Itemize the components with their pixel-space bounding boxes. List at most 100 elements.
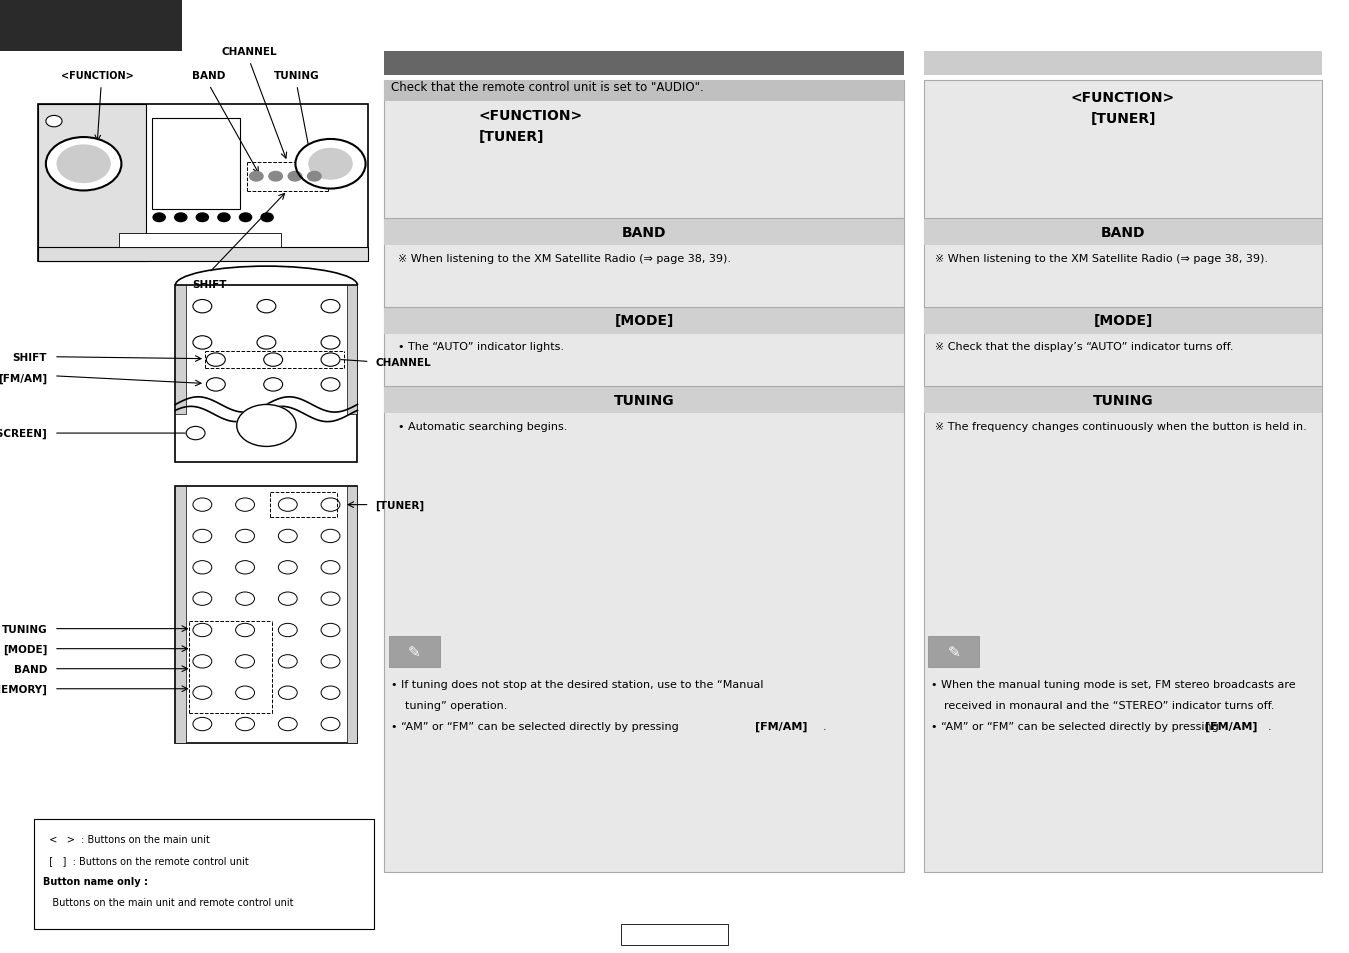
Circle shape <box>278 593 297 606</box>
Circle shape <box>193 530 212 543</box>
FancyBboxPatch shape <box>38 105 368 262</box>
Text: ✎: ✎ <box>407 644 421 659</box>
Circle shape <box>57 146 111 183</box>
Circle shape <box>236 530 255 543</box>
Text: • Automatic searching begins.: • Automatic searching begins. <box>398 421 568 431</box>
Circle shape <box>206 378 225 392</box>
Circle shape <box>264 378 283 392</box>
Text: .: . <box>1268 721 1272 731</box>
Circle shape <box>308 172 321 182</box>
Circle shape <box>278 686 297 700</box>
Text: • “AM” or “FM” can be selected directly by pressing: • “AM” or “FM” can be selected directly … <box>931 721 1222 731</box>
Circle shape <box>237 405 297 447</box>
Circle shape <box>309 150 352 180</box>
Circle shape <box>278 655 297 668</box>
Text: ※ When listening to the XM Satellite Radio (⇒ page 38, 39).: ※ When listening to the XM Satellite Rad… <box>935 253 1268 263</box>
Circle shape <box>321 593 340 606</box>
Circle shape <box>193 655 212 668</box>
Circle shape <box>186 427 205 440</box>
Text: ※ Check that the display’s “AUTO” indicator turns off.: ※ Check that the display’s “AUTO” indica… <box>935 342 1233 352</box>
Text: [FM/AM]: [FM/AM] <box>0 374 47 383</box>
Text: TUNING: TUNING <box>1093 394 1153 407</box>
Circle shape <box>295 140 366 190</box>
Text: 40: 40 <box>668 932 681 942</box>
FancyBboxPatch shape <box>175 486 186 743</box>
FancyBboxPatch shape <box>175 486 357 743</box>
Circle shape <box>321 498 340 512</box>
Circle shape <box>278 498 297 512</box>
Text: ✎: ✎ <box>947 644 960 659</box>
Text: • When the manual tuning mode is set, FM stereo broadcasts are: • When the manual tuning mode is set, FM… <box>931 679 1295 689</box>
Text: <FUNCTION>: <FUNCTION> <box>1071 91 1175 105</box>
Circle shape <box>321 686 340 700</box>
Circle shape <box>152 213 165 222</box>
Circle shape <box>236 718 255 731</box>
Circle shape <box>321 354 340 367</box>
FancyBboxPatch shape <box>347 286 357 415</box>
FancyBboxPatch shape <box>152 119 240 210</box>
Circle shape <box>193 686 212 700</box>
Circle shape <box>236 686 255 700</box>
FancyBboxPatch shape <box>38 248 368 262</box>
Text: [TUNER]: [TUNER] <box>375 500 424 510</box>
Text: [TUNER]: [TUNER] <box>479 130 545 144</box>
Circle shape <box>193 623 212 637</box>
Text: Check that the remote control unit is set to "AUDIO".: Check that the remote control unit is se… <box>391 81 704 94</box>
Circle shape <box>193 498 212 512</box>
Circle shape <box>256 300 275 314</box>
FancyBboxPatch shape <box>175 286 186 415</box>
Circle shape <box>321 300 340 314</box>
Text: [FM/AM]: [FM/AM] <box>755 721 808 732</box>
Circle shape <box>236 498 255 512</box>
Text: SHIFT: SHIFT <box>192 279 227 289</box>
Circle shape <box>256 336 275 350</box>
Circle shape <box>321 655 340 668</box>
Text: <   >  : Buttons on the main unit: < > : Buttons on the main unit <box>43 834 210 843</box>
FancyBboxPatch shape <box>924 219 1322 246</box>
Circle shape <box>321 530 340 543</box>
Circle shape <box>240 213 252 222</box>
Circle shape <box>278 561 297 575</box>
FancyBboxPatch shape <box>175 286 357 462</box>
Circle shape <box>46 116 62 128</box>
Text: TUNING: TUNING <box>614 394 674 407</box>
Circle shape <box>268 172 282 182</box>
FancyBboxPatch shape <box>924 52 1322 76</box>
FancyBboxPatch shape <box>384 81 904 872</box>
Text: [TUNER]: [TUNER] <box>1090 112 1156 126</box>
Text: BAND: BAND <box>13 664 47 674</box>
FancyBboxPatch shape <box>924 387 1322 414</box>
Circle shape <box>321 378 340 392</box>
Text: BAND: BAND <box>622 226 666 239</box>
Text: CHANNEL: CHANNEL <box>375 357 430 367</box>
Circle shape <box>278 718 297 731</box>
Circle shape <box>321 718 340 731</box>
Circle shape <box>250 172 263 182</box>
Circle shape <box>321 623 340 637</box>
Circle shape <box>278 623 297 637</box>
Circle shape <box>321 336 340 350</box>
Circle shape <box>175 213 186 222</box>
FancyBboxPatch shape <box>347 486 357 743</box>
Text: [ON SCREEN]: [ON SCREEN] <box>0 429 47 438</box>
Circle shape <box>321 561 340 575</box>
FancyBboxPatch shape <box>0 0 182 52</box>
FancyBboxPatch shape <box>928 637 979 667</box>
Circle shape <box>289 172 302 182</box>
Text: • The “AUTO” indicator lights.: • The “AUTO” indicator lights. <box>398 342 564 352</box>
FancyBboxPatch shape <box>384 81 904 102</box>
Circle shape <box>193 593 212 606</box>
Text: BAND: BAND <box>193 71 225 81</box>
Text: <FUNCTION>: <FUNCTION> <box>61 71 134 81</box>
FancyBboxPatch shape <box>119 233 281 248</box>
Circle shape <box>193 300 212 314</box>
FancyBboxPatch shape <box>924 81 1322 872</box>
Text: TUNING: TUNING <box>1 624 47 634</box>
Text: [   ]  : Buttons on the remote control unit: [ ] : Buttons on the remote control unit <box>43 855 250 864</box>
Text: [MEMORY]: [MEMORY] <box>0 684 47 694</box>
Text: • If tuning does not stop at the desired station, use to the “Manual: • If tuning does not stop at the desired… <box>391 679 764 689</box>
Text: [MODE]: [MODE] <box>1093 314 1153 328</box>
Circle shape <box>193 561 212 575</box>
FancyBboxPatch shape <box>389 637 440 667</box>
Circle shape <box>236 561 255 575</box>
